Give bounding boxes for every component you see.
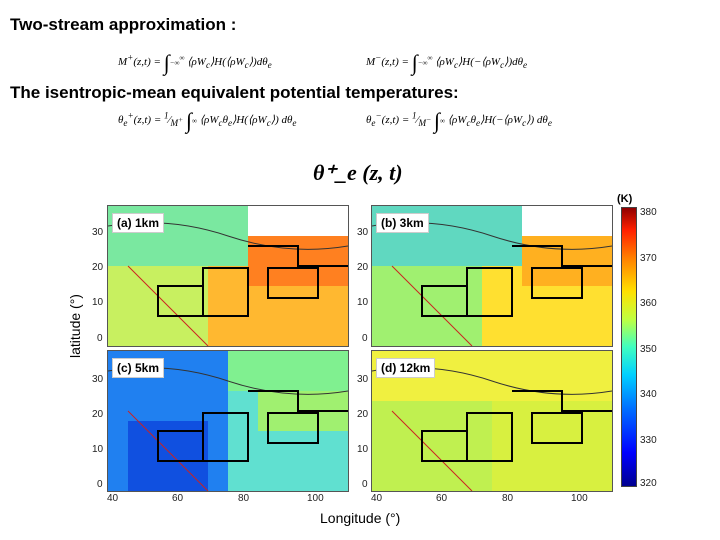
panel-a: (a) 1km — [107, 205, 349, 347]
x-axis-label: Longitude (°) — [320, 510, 401, 526]
ytick: 0 — [362, 479, 368, 490]
colorbar-tick: 360 — [640, 298, 657, 309]
colorbar-tick: 320 — [640, 478, 657, 489]
panel-c: (c) 5km — [107, 350, 349, 492]
ytick: 30 — [357, 227, 369, 238]
ytick: 30 — [92, 227, 104, 238]
isentropic-heading: The isentropic-mean equivalent potential… — [10, 83, 459, 102]
xtick: 60 — [172, 493, 184, 504]
ytick: 10 — [92, 444, 104, 455]
xtick: 100 — [307, 493, 324, 504]
ytick: 20 — [357, 262, 369, 273]
xtick: 40 — [371, 493, 383, 504]
colorbar-tick: 350 — [640, 344, 657, 355]
ytick: 20 — [92, 262, 104, 273]
ytick: 30 — [357, 374, 369, 385]
ytick: 0 — [97, 333, 103, 344]
ytick: 20 — [92, 409, 104, 420]
ytick: 0 — [362, 333, 368, 344]
panel-d: (d) 12km — [371, 350, 613, 492]
panel-c-label: (c) 5km — [112, 358, 165, 378]
panel-d-label: (d) 12km — [376, 358, 436, 378]
panel-b-label: (b) 3km — [376, 213, 429, 233]
colorbar-tick: 380 — [640, 207, 657, 218]
xtick: 80 — [502, 493, 514, 504]
colorbar-tick: 340 — [640, 389, 657, 400]
panel-a-map — [108, 206, 348, 346]
figure-title: θ⁺_e (z, t) — [313, 160, 403, 185]
ytick: 10 — [92, 297, 104, 308]
ytick: 0 — [97, 479, 103, 490]
two-stream-heading: Two-stream approximation : — [10, 15, 237, 34]
xtick: 80 — [238, 493, 250, 504]
theta-plus-equation: θe+(z,t) = 1⁄M+ ∫∞ ⟨ρWcθe⟩H(⟨ρWc⟩) dθe — [118, 108, 297, 133]
panel-b: (b) 3km — [371, 205, 613, 347]
ytick: 30 — [92, 374, 104, 385]
xtick: 40 — [107, 493, 119, 504]
colorbar-tick: 370 — [640, 253, 657, 264]
colorbar — [621, 207, 637, 487]
ytick: 20 — [357, 409, 369, 420]
y-axis-label: latitude (°) — [67, 294, 83, 358]
xtick: 60 — [436, 493, 448, 504]
panel-b-map — [372, 206, 612, 346]
ytick: 10 — [357, 444, 369, 455]
mplus-equation: M+(z,t) = ∫−∞∞ ⟨ρWc⟩H(⟨ρWc⟩)dθe — [118, 50, 272, 75]
ytick: 10 — [357, 297, 369, 308]
panel-a-label: (a) 1km — [112, 213, 165, 233]
panel-c-map — [108, 351, 348, 491]
colorbar-unit: (K) — [617, 193, 633, 205]
mminus-equation: M−(z,t) = ∫−∞∞ ⟨ρWc⟩H(−⟨ρWc⟩)dθe — [366, 50, 528, 75]
theta-minus-equation: θe−(z,t) = 1⁄M− ∫∞ ⟨ρWcθe⟩H(−⟨ρWc⟩) dθe — [366, 108, 552, 133]
xtick: 100 — [571, 493, 588, 504]
colorbar-tick: 330 — [640, 435, 657, 446]
